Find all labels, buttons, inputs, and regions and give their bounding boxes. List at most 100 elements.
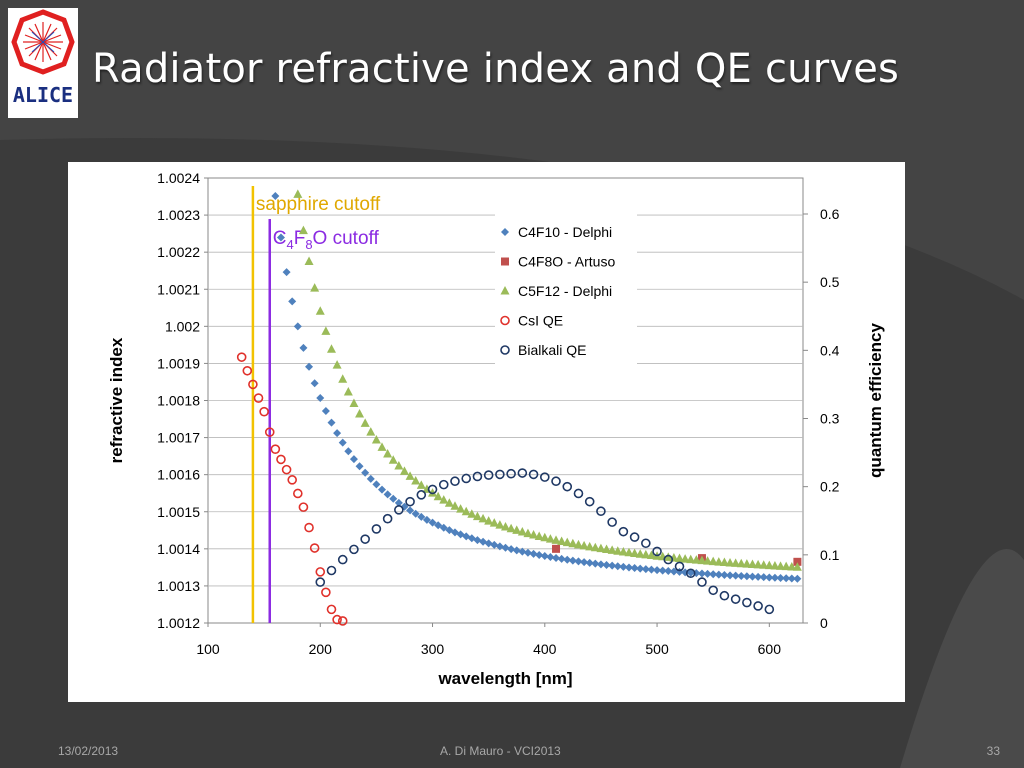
data-point: [697, 555, 707, 565]
footer-author: A. Di Mauro - VCI2013: [440, 744, 561, 758]
data-point: [787, 561, 797, 571]
data-point: [680, 554, 690, 563]
data-point: [697, 577, 707, 587]
data-point: [551, 476, 561, 487]
data-point: [686, 568, 695, 577]
data-point: [422, 515, 431, 524]
data-point: [517, 468, 528, 478]
data-point: [596, 560, 605, 569]
y2-tick-label: 0.5: [820, 274, 840, 290]
data-point: [472, 471, 483, 482]
data-point: [321, 587, 331, 598]
data-point: [371, 524, 382, 534]
x-tick-label: 600: [758, 641, 782, 657]
data-point: [371, 435, 381, 444]
data-point: [742, 559, 752, 568]
legend-label: Bialkali QE: [518, 342, 586, 358]
data-point: [759, 573, 768, 582]
data-point: [540, 532, 550, 542]
data-point: [450, 528, 459, 537]
data-point: [438, 479, 449, 490]
data-point: [248, 379, 258, 390]
data-point: [434, 521, 443, 530]
data-point: [629, 532, 640, 542]
data-point: [298, 502, 309, 512]
data-point: [271, 192, 280, 201]
data-point: [591, 559, 600, 568]
data-point: [281, 464, 292, 475]
data-point: [580, 558, 589, 567]
y2-tick-label: 0.4: [820, 342, 840, 358]
data-point: [489, 518, 499, 527]
y-tick-label: 1.0015: [157, 504, 200, 520]
data-point: [663, 554, 674, 565]
y-axis-title: refractive index: [107, 337, 126, 463]
data-point: [326, 565, 337, 576]
y-tick-label: 1.0021: [157, 281, 200, 297]
data-point: [793, 557, 802, 566]
data-point: [326, 604, 337, 615]
data-point: [691, 555, 701, 564]
data-point: [585, 558, 594, 567]
data-point: [568, 538, 578, 548]
data-point: [557, 554, 566, 563]
data-point: [613, 546, 623, 555]
footer-date: 13/02/2013: [58, 744, 119, 758]
data-point: [742, 572, 751, 581]
data-point: [787, 574, 796, 583]
data-point: [439, 495, 449, 504]
data-point: [490, 540, 499, 549]
data-point: [584, 496, 595, 507]
data-point: [304, 256, 314, 266]
data-point: [517, 527, 527, 536]
data-point: [501, 543, 510, 552]
data-point: [731, 558, 741, 567]
data-point: [630, 564, 639, 573]
data-point: [270, 444, 281, 454]
legend-marker: [501, 228, 509, 236]
data-point: [298, 225, 308, 235]
data-point: [518, 547, 527, 556]
data-point: [754, 572, 763, 581]
data-point: [253, 393, 264, 403]
y2-tick-label: 0.6: [820, 206, 840, 222]
data-point: [742, 597, 752, 608]
data-point: [450, 476, 460, 487]
data-point: [703, 556, 713, 565]
data-point: [697, 569, 706, 578]
data-point: [534, 531, 544, 540]
x-tick-label: 400: [533, 641, 557, 657]
y-tick-label: 1.0022: [157, 244, 200, 260]
data-point: [719, 590, 730, 601]
y2-tick-label: 0.3: [820, 411, 840, 427]
data-point: [450, 501, 460, 510]
data-point: [495, 469, 505, 480]
data-point: [394, 461, 404, 470]
y-tick-label: 1.0014: [157, 541, 200, 557]
data-point: [337, 554, 348, 565]
data-point: [512, 525, 522, 534]
data-point: [664, 567, 673, 576]
data-point: [276, 454, 286, 465]
data-point: [685, 568, 696, 579]
data-point: [602, 544, 612, 554]
data-point: [333, 429, 342, 438]
data-point: [406, 506, 415, 515]
data-point: [613, 562, 622, 571]
data-point: [563, 555, 572, 564]
data-point: [327, 418, 336, 427]
legend-marker: [500, 286, 510, 295]
data-point: [507, 545, 516, 554]
data-point: [730, 594, 741, 604]
data-point: [652, 546, 662, 557]
data-point: [456, 504, 466, 513]
data-point: [343, 387, 353, 396]
y-tick-label: 1.002: [165, 318, 200, 334]
data-point: [288, 297, 297, 306]
data-point: [383, 490, 392, 499]
x-tick-label: 500: [645, 641, 669, 657]
alice-logo: ALICE: [8, 8, 78, 118]
data-point: [326, 344, 336, 353]
y2-axis-title: quantum efficiency: [866, 322, 885, 477]
data-point: [315, 567, 326, 577]
